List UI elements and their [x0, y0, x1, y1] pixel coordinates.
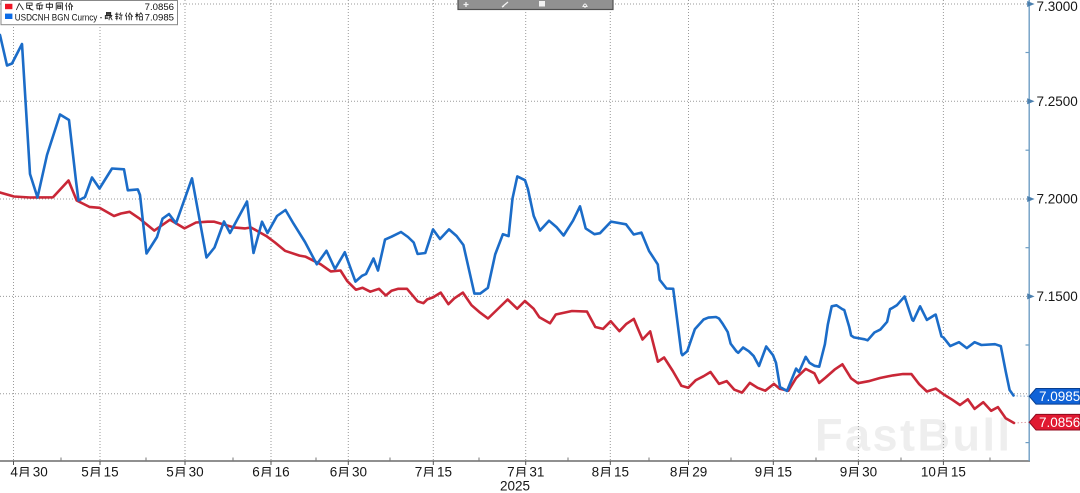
svg-text:7: 7	[507, 465, 515, 480]
svg-text:5: 5	[166, 465, 174, 480]
svg-text:6: 6	[330, 465, 338, 480]
svg-text:5: 5	[81, 465, 89, 480]
svg-text:4: 4	[10, 465, 18, 480]
svg-text:30: 30	[33, 465, 48, 480]
svg-text:8: 8	[670, 465, 678, 480]
svg-text:7.0856: 7.0856	[1039, 415, 1080, 430]
svg-text:7: 7	[415, 465, 423, 480]
svg-text:9: 9	[840, 465, 848, 480]
svg-text:15: 15	[614, 465, 629, 480]
svg-text:30: 30	[189, 465, 204, 480]
svg-text:29: 29	[692, 465, 707, 480]
svg-text:16: 16	[275, 465, 290, 480]
svg-text:7.3000: 7.3000	[1037, 0, 1078, 14]
svg-text:15: 15	[104, 465, 119, 480]
svg-text:USDCNH BGN Curncy -: USDCNH BGN Curncy -	[15, 13, 103, 24]
svg-text:7.1500: 7.1500	[1037, 289, 1078, 304]
svg-text:7.0985: 7.0985	[1039, 389, 1080, 404]
svg-text:7.0856: 7.0856	[145, 2, 174, 13]
svg-text:15: 15	[951, 465, 966, 480]
svg-text:2025: 2025	[500, 479, 530, 493]
svg-text:8: 8	[592, 465, 600, 480]
svg-text:6: 6	[252, 465, 260, 480]
svg-text:30: 30	[862, 465, 877, 480]
svg-text:9: 9	[755, 465, 763, 480]
svg-text:15: 15	[437, 465, 452, 480]
svg-text:FastBull: FastBull	[815, 410, 1013, 461]
svg-text:7.0985: 7.0985	[145, 13, 174, 24]
svg-text:10: 10	[921, 465, 936, 480]
svg-text:15: 15	[777, 465, 792, 480]
svg-text:31: 31	[529, 465, 544, 480]
svg-text:30: 30	[352, 465, 367, 480]
svg-text:7.2000: 7.2000	[1037, 192, 1078, 207]
svg-text:7.2500: 7.2500	[1037, 94, 1078, 109]
